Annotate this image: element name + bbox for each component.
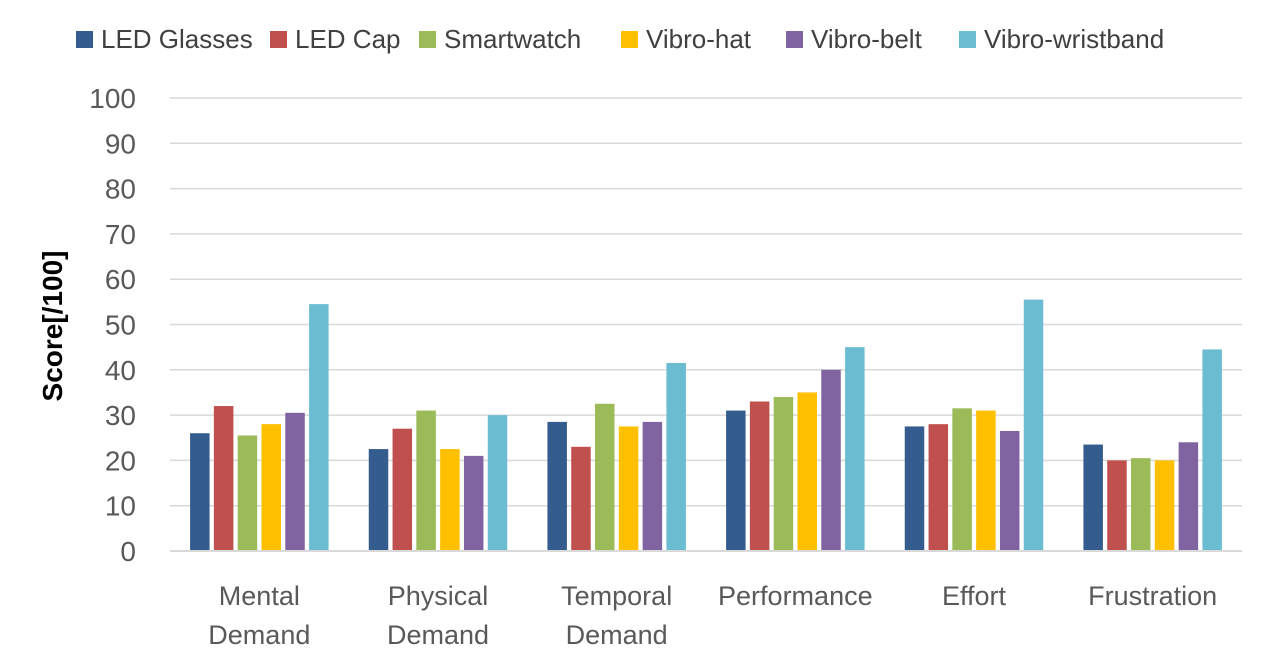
y-tick-label: 40 (105, 355, 136, 386)
legend-swatch (786, 31, 803, 48)
y-tick-label: 90 (105, 128, 136, 159)
y-tick-label: 0 (120, 536, 136, 567)
x-category-label: Demand (208, 620, 310, 650)
bar-vibro-hat-5 (1154, 460, 1175, 551)
bar-led-glasses-4 (904, 426, 925, 551)
bar-smartwatch-3 (773, 396, 794, 551)
x-category-label: Demand (566, 620, 668, 650)
bar-vibro-wristband-5 (1202, 349, 1222, 551)
legend-swatch (959, 31, 976, 48)
x-category-label: Frustration (1088, 581, 1217, 611)
bar-led-glasses-3 (726, 410, 746, 551)
legend-swatch (621, 31, 638, 48)
bar-led-cap-1 (392, 428, 413, 551)
legend-label: LED Glasses (101, 24, 253, 54)
bar-vibro-wristband-4 (1023, 299, 1044, 551)
bar-smartwatch-0 (237, 435, 258, 551)
bar-smartwatch-4 (952, 408, 972, 551)
bars (190, 299, 1222, 551)
bar-vibro-belt-2 (642, 421, 663, 551)
x-category-label: Mental (219, 581, 300, 611)
bar-vibro-hat-4 (976, 410, 996, 551)
bar-led-cap-2 (571, 446, 591, 551)
bar-led-glasses-5 (1083, 444, 1103, 551)
gridlines (170, 97, 1242, 507)
y-tick-label: 100 (89, 83, 136, 114)
legend-label: Vibro-hat (646, 24, 752, 54)
x-category-label: Physical (388, 581, 489, 611)
y-axis-label: Score[/100] (37, 251, 68, 402)
bar-smartwatch-2 (595, 403, 615, 551)
bar-led-glasses-0 (190, 433, 210, 551)
bar-vibro-belt-4 (999, 430, 1020, 551)
legend-label: LED Cap (295, 24, 401, 54)
bar-led-cap-5 (1107, 460, 1127, 551)
y-tick-label: 80 (105, 174, 136, 205)
bar-vibro-wristband-0 (309, 304, 329, 551)
bar-vibro-belt-0 (285, 412, 305, 551)
bar-led-cap-0 (213, 406, 234, 551)
x-category-label: Temporal (561, 581, 672, 611)
bar-smartwatch-5 (1131, 458, 1151, 551)
legend: LED Glasses LED Cap Smartwatch Vibro-hat Vib… (76, 24, 1164, 54)
x-category-label: Effort (942, 581, 1007, 611)
bar-vibro-hat-2 (618, 426, 639, 551)
y-tick-label: 50 (105, 310, 136, 341)
bar-led-glasses-1 (368, 449, 389, 551)
legend-label: Vibro-belt (811, 24, 923, 54)
bar-vibro-wristband-2 (666, 363, 686, 551)
bar-vibro-wristband-1 (487, 415, 508, 551)
bar-vibro-hat-0 (261, 424, 281, 551)
x-axis-categories: Mental Demand Physical Demand Temporal Demand… (208, 581, 1217, 650)
bar-smartwatch-1 (416, 410, 436, 551)
y-axis-ticks: 0 10 20 30 40 50 60 70 80 90 100 (89, 83, 136, 567)
bar-vibro-belt-3 (821, 369, 841, 551)
x-category-label: Performance (718, 581, 873, 611)
y-tick-label: 70 (105, 219, 136, 250)
x-category-label: Demand (387, 620, 489, 650)
bar-vibro-hat-3 (797, 392, 817, 551)
legend-swatch (76, 31, 93, 48)
bar-vibro-wristband-3 (845, 347, 865, 551)
bar-led-cap-3 (749, 401, 770, 551)
y-tick-label: 10 (105, 491, 136, 522)
bar-vibro-belt-1 (463, 455, 484, 551)
legend-label: Smartwatch (444, 24, 581, 54)
bar-vibro-hat-1 (440, 449, 460, 551)
legend-swatch (270, 31, 287, 48)
y-tick-label: 60 (105, 264, 136, 295)
legend-label: Vibro-wristband (984, 24, 1164, 54)
bar-led-glasses-2 (547, 421, 567, 551)
legend-swatch (419, 31, 436, 48)
y-tick-label: 30 (105, 400, 136, 431)
bar-led-cap-4 (928, 424, 949, 551)
bar-vibro-belt-5 (1178, 442, 1199, 551)
y-tick-label: 20 (105, 445, 136, 476)
